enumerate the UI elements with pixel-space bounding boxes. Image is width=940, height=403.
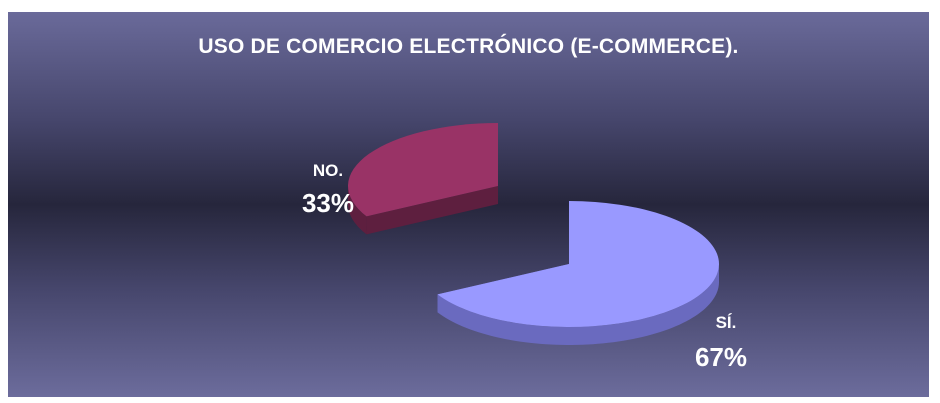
pie-slice-labels: SÍ. 67% NO. 33%: [302, 161, 747, 372]
pie-slice-0: [437, 201, 719, 328]
chart-title: USO DE COMERCIO ELECTRÓNICO (E-COMMERCE)…: [198, 35, 739, 58]
pie-chart: SÍ. 67% NO. 33%: [302, 122, 747, 372]
slice-category-label-1: NO.: [313, 161, 343, 180]
pie-slice-side-0: [437, 264, 719, 345]
chart-frame: USO DE COMERCIO ELECTRÓNICO (E-COMMERCE)…: [8, 12, 929, 397]
pie-slice-side-1: [348, 186, 367, 235]
slice-percent-label-0: 67%: [695, 342, 747, 372]
pie-slice-edge-1-0: [366, 186, 498, 235]
slice-percent-label-1: 33%: [302, 188, 354, 218]
pie-slice-1: [347, 122, 498, 217]
pie-slice-tops: [347, 122, 719, 328]
slice-category-label-0: SÍ.: [716, 313, 737, 332]
